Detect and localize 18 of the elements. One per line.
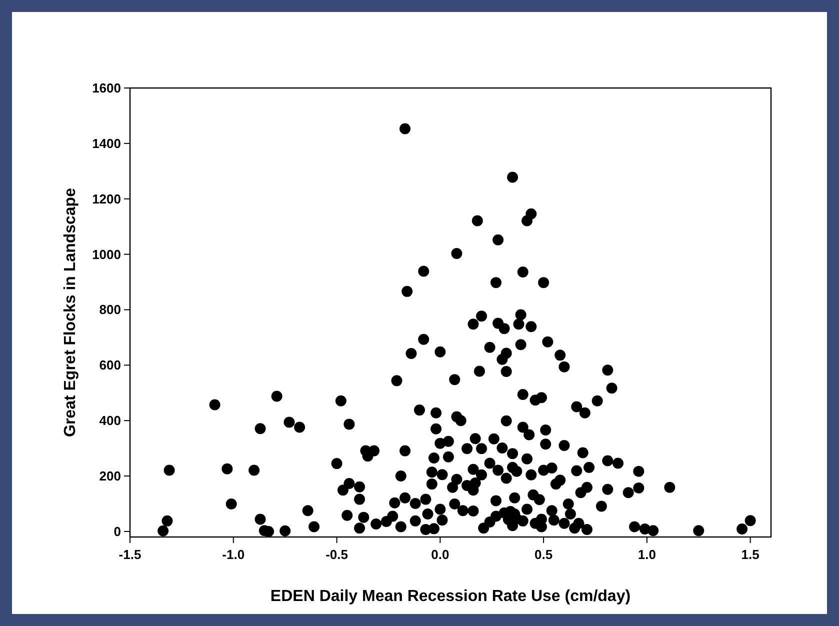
y-tick-label: 1400 [92, 136, 121, 151]
x-tick-label: -0.5 [326, 547, 348, 562]
y-tick-label: 200 [99, 468, 121, 484]
y-tick-label: 1000 [92, 246, 121, 262]
y-axis-title: Great Egret Flocks in Landscape [62, 188, 79, 437]
x-tick-label: 0.0 [431, 547, 450, 562]
y-tick-label: 800 [99, 302, 121, 318]
y-tick-label: 1200 [92, 191, 121, 206]
y-tick-label: 0 [114, 524, 121, 539]
y-tick-label: 400 [99, 413, 121, 428]
x-tick-label: 1.0 [638, 547, 656, 562]
x-tick-label: -1.0 [222, 547, 245, 562]
x-tick-label: 0.5 [534, 547, 553, 562]
y-tick-label: 600 [99, 358, 121, 373]
y-tick-label: 1600 [92, 80, 121, 96]
x-tick-label: 1.5 [741, 547, 760, 562]
x-tick-label: -1.5 [118, 547, 142, 562]
x-axis-title: EDEN Daily Mean Recession Rate Use (cm/day) [270, 588, 631, 605]
